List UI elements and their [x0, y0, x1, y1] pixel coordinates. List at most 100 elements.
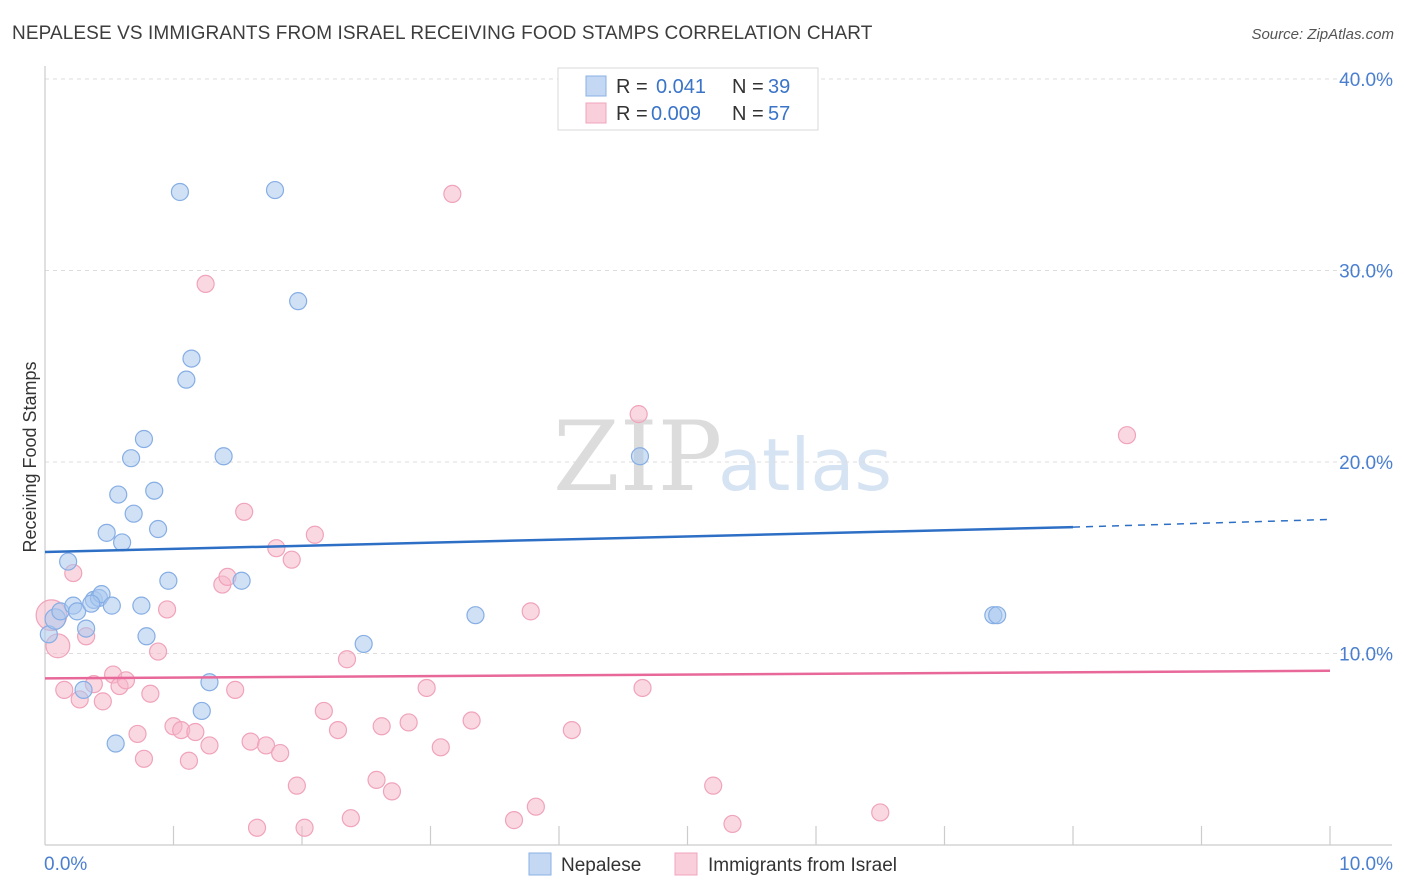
nepalese-trend-line [44, 525, 1074, 554]
nepalese-point-38 [82, 594, 101, 613]
watermark: ZIP atlas [553, 401, 892, 513]
series-nepalese [39, 180, 1007, 753]
legend-r-label-1: R = [616, 76, 648, 98]
israel-point-56 [1117, 426, 1137, 445]
israel-point-7 [93, 692, 112, 711]
israel-point-38 [341, 809, 360, 828]
israel-point-42 [399, 713, 418, 732]
nepalese-point-13 [106, 734, 125, 753]
israel-point-26 [241, 732, 260, 751]
nepalese-point-21 [145, 481, 164, 500]
y-tick-labels: 10.0% 20.0% 30.0% 40.0% [1339, 70, 1393, 666]
legend-n-label-2: N = [732, 103, 764, 125]
israel-point-50 [562, 720, 581, 740]
nepalese-point-31 [265, 180, 285, 200]
israel-point-39 [367, 770, 386, 789]
israel-point-32 [287, 776, 306, 795]
nepalese-point-18 [132, 596, 151, 615]
nepalese-point-12 [102, 596, 121, 615]
nepalese-point-3 [59, 552, 78, 571]
nepalese-point-11 [97, 523, 116, 542]
x-tick-label-1: 10.0% [1339, 854, 1393, 875]
nepalese-point-27 [192, 701, 211, 721]
correlation-legend: R = 0.041 N = 39 R = 0.009 N = 57 [557, 67, 819, 131]
nepalese-point-7 [77, 619, 96, 638]
nepalese-trend-extension [1072, 518, 1331, 528]
israel-trend-line [44, 669, 1331, 680]
israel-point-27 [247, 818, 267, 837]
nepalese-point-25 [177, 370, 196, 389]
nepalese-point-16 [121, 449, 141, 468]
israel-point-11 [128, 724, 147, 744]
nepalese-point-35 [630, 447, 650, 466]
israel-point-24 [226, 680, 245, 699]
y-tick-label-1: 20.0% [1339, 453, 1393, 474]
israel-point-41 [382, 782, 402, 801]
nepalese-point-30 [232, 571, 251, 590]
axes [44, 66, 1392, 846]
legend-r-value-1: 0.041 [656, 76, 706, 98]
israel-point-31 [282, 550, 301, 569]
x-tick-label-0: 0.0% [44, 854, 87, 875]
legend-swatch-nepalese [585, 75, 607, 97]
chart-source: Source: ZipAtlas.com [1251, 26, 1394, 43]
nepalese-point-33 [354, 634, 373, 654]
israel-point-48 [521, 602, 540, 621]
nepalese-point-32 [289, 292, 308, 311]
legend-r-value-2: 0.009 [651, 103, 701, 125]
bottom-legend-swatch-nepalese [528, 852, 552, 876]
israel-point-21 [200, 736, 219, 755]
israel-point-19 [186, 722, 205, 742]
israel-point-28 [256, 736, 276, 755]
israel-point-35 [314, 701, 333, 721]
nepalese-point-6 [74, 680, 93, 699]
series-legend: Nepalese Immigrants from Israel [528, 852, 897, 876]
israel-point-37 [337, 650, 357, 669]
nepalese-point-22 [148, 519, 168, 539]
israel-point-34 [305, 525, 324, 544]
y-tick-label-0: 10.0% [1339, 645, 1393, 666]
nepalese-point-29 [214, 447, 233, 466]
nepalese-point-26 [182, 349, 201, 368]
israel-point-12 [134, 749, 154, 768]
israel-point-47 [504, 811, 524, 830]
israel-point-10 [116, 671, 136, 690]
legend-r-label-2: R = [616, 103, 648, 125]
israel-point-15 [157, 600, 177, 619]
nepalese-point-14 [109, 485, 128, 504]
y-tick-label-2: 30.0% [1339, 262, 1393, 283]
israel-point-25 [235, 502, 254, 521]
israel-point-36 [328, 720, 348, 740]
israel-point-46 [462, 711, 481, 730]
nepalese-point-37 [988, 606, 1007, 625]
israel-point-43 [417, 678, 436, 698]
israel-point-13 [141, 684, 160, 703]
israel-point-18 [179, 751, 199, 770]
israel-point-55 [871, 803, 890, 822]
israel-point-29 [267, 539, 286, 558]
nepalese-point-24 [170, 182, 190, 202]
israel-point-45 [443, 184, 462, 203]
nepalese-point-34 [466, 606, 485, 625]
y-tick-label-3: 40.0% [1339, 70, 1393, 91]
x-tick-labels: 0.0% 10.0% [44, 854, 1393, 875]
nepalese-point-20 [137, 627, 156, 646]
nepalese-point-15 [112, 533, 132, 552]
legend-n-value-2: 57 [768, 103, 790, 125]
israel-point-2 [55, 680, 74, 699]
israel-point-14 [148, 642, 168, 661]
bottom-legend-swatch-israel [674, 852, 698, 876]
trend-lines [44, 518, 1331, 680]
israel-point-20 [196, 274, 215, 294]
legend-swatch-israel [585, 102, 607, 124]
israel-point-40 [372, 717, 391, 736]
series-immigrants-from-israel [35, 184, 1137, 837]
watermark-atlas: atlas [718, 423, 892, 507]
y-axis-label: Receiving Food Stamps [20, 361, 40, 552]
nepalese-point-19 [134, 429, 154, 449]
israel-point-30 [271, 743, 290, 763]
bottom-legend-label-israel: Immigrants from Israel [708, 855, 897, 876]
chart-title: NEPALESE VS IMMIGRANTS FROM ISRAEL RECEI… [12, 23, 873, 44]
israel-point-51 [629, 405, 648, 424]
